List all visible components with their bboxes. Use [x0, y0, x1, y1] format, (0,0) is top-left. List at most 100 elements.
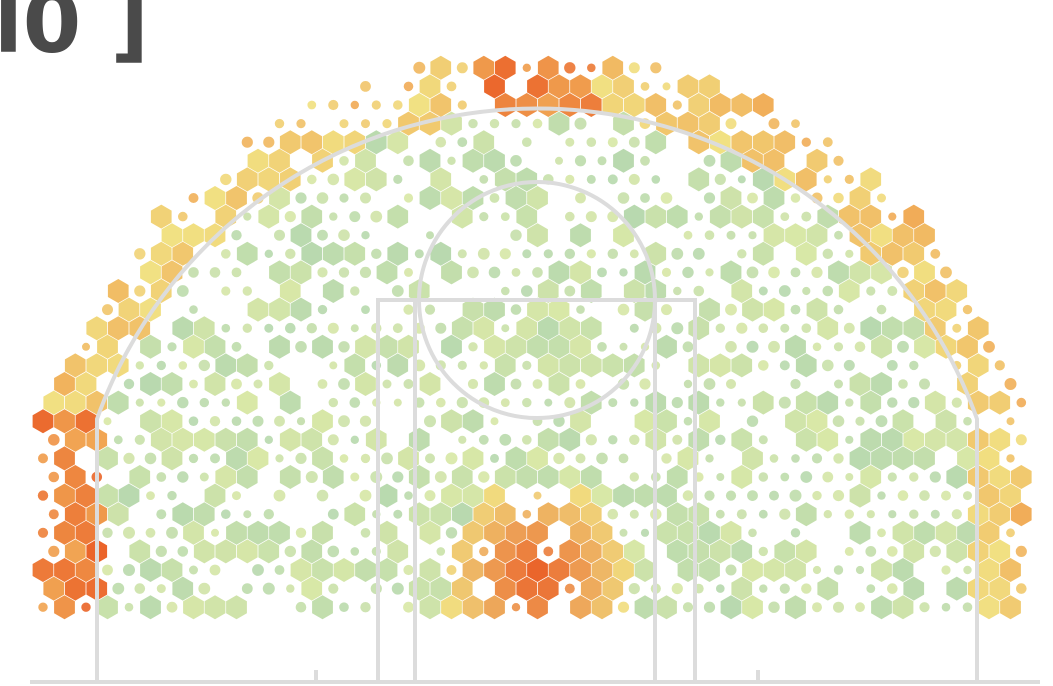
hex [688, 353, 710, 378]
hex [672, 100, 682, 110]
hex [387, 204, 409, 229]
hex [193, 502, 215, 527]
hex [189, 565, 198, 575]
hex [774, 539, 796, 564]
hex [408, 427, 430, 452]
hex [877, 193, 886, 203]
hex [683, 416, 693, 426]
hex [204, 334, 226, 359]
hex [527, 446, 548, 471]
hex [537, 55, 559, 80]
hex [952, 323, 962, 333]
hex [537, 465, 559, 489]
hex [457, 249, 467, 259]
hex [845, 473, 854, 481]
hex [575, 379, 586, 389]
hex [871, 260, 892, 285]
hex [865, 546, 877, 557]
hex [441, 334, 462, 359]
hex [226, 186, 247, 210]
hex [682, 490, 694, 501]
hex [845, 398, 854, 407]
hex [989, 502, 1011, 527]
hex [731, 576, 753, 601]
hex [146, 491, 155, 500]
hex [871, 446, 892, 471]
hex [290, 297, 312, 322]
hex [48, 434, 60, 446]
hex [580, 576, 602, 601]
hex [909, 360, 919, 371]
hex [263, 509, 274, 520]
hex [183, 520, 204, 545]
hex [107, 316, 129, 341]
hex [134, 583, 146, 594]
hex [586, 137, 597, 147]
hex [86, 353, 108, 378]
hex [580, 279, 602, 303]
hex [855, 602, 865, 613]
hex [312, 446, 333, 471]
hex [166, 526, 178, 539]
hex [457, 137, 468, 148]
hex [860, 204, 882, 229]
hex [888, 510, 897, 519]
hex [1006, 454, 1015, 463]
hex [494, 576, 516, 601]
hex [404, 491, 413, 500]
hex [845, 435, 854, 444]
hex [424, 304, 436, 315]
hex [322, 241, 344, 266]
hex [532, 118, 543, 129]
hex [795, 167, 817, 192]
hex [221, 398, 230, 407]
hex [156, 509, 167, 520]
hex [800, 471, 813, 483]
hex [204, 483, 226, 508]
hex [785, 223, 806, 248]
hex [565, 174, 575, 184]
hex [709, 204, 731, 229]
hex [393, 174, 403, 184]
hex [694, 212, 703, 221]
hex [887, 397, 898, 408]
hex [430, 502, 452, 527]
hex [392, 471, 404, 483]
hex [473, 316, 495, 341]
hex [570, 223, 591, 248]
hex [580, 316, 602, 341]
hex [720, 186, 742, 210]
hex [264, 249, 273, 258]
hex [898, 379, 908, 389]
hex [274, 229, 285, 241]
hex [544, 398, 553, 407]
hex [511, 268, 521, 277]
hex [279, 279, 301, 303]
hex [683, 230, 693, 240]
hex [371, 100, 381, 110]
hex [467, 266, 479, 279]
hex [666, 502, 688, 527]
hex [559, 465, 581, 489]
hex [231, 341, 242, 352]
hex [361, 231, 370, 240]
hex [527, 595, 548, 620]
hex [102, 564, 113, 576]
hex [199, 397, 209, 408]
hex [188, 416, 199, 427]
hex [317, 304, 328, 315]
hex [295, 192, 307, 204]
hex [619, 268, 628, 277]
hex [167, 490, 177, 501]
hex [759, 584, 768, 593]
hex [699, 558, 720, 582]
hex [634, 297, 656, 322]
hex [264, 435, 273, 444]
hex [731, 279, 753, 303]
hex [533, 491, 542, 500]
hex [329, 361, 338, 370]
hex [548, 111, 570, 136]
hex [661, 453, 672, 464]
hex [301, 576, 323, 601]
